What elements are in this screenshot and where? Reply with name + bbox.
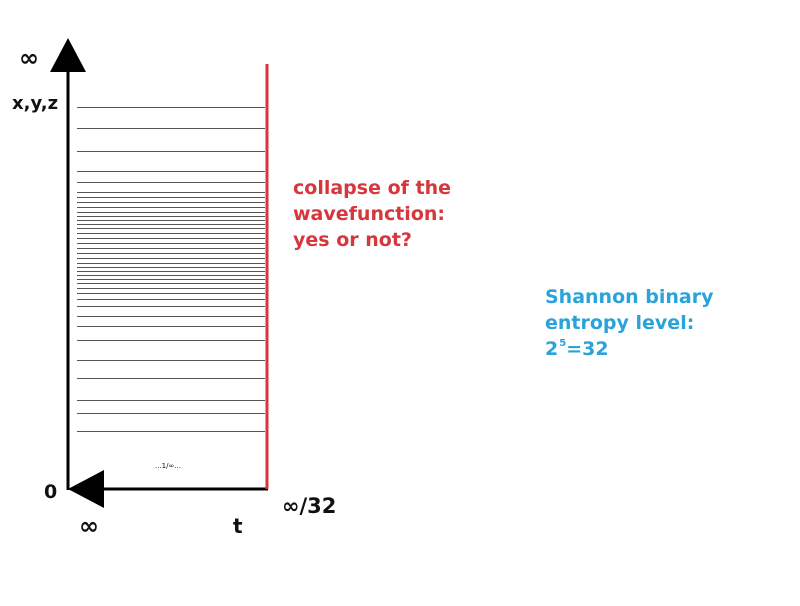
collapse-text-line-2: wavefunction: (293, 203, 445, 225)
inner-note-label: ...1/∞... (155, 462, 181, 470)
collapse-text-line-3: yes or not? (293, 229, 412, 251)
infinity-over-32-label: ∞/32 (282, 494, 337, 518)
entropy-base: 2 (545, 338, 559, 360)
entropy-result: =32 (566, 338, 609, 360)
arrow-up-icon (50, 38, 86, 72)
arrow-left-icon (68, 470, 104, 508)
collapse-question-text: collapse of the wavefunction: yes or not… (293, 175, 451, 253)
entropy-text-line-2: entropy level: (545, 312, 695, 334)
entropy-text-line-3: 25=32 (545, 336, 714, 366)
entropy-text-line-1: Shannon binary (545, 286, 714, 308)
collapse-text-line-1: collapse of the (293, 177, 452, 199)
level-lines-group (77, 107, 265, 432)
infinity-bottom-label: ∞ (79, 512, 99, 540)
infinity-top-label: ∞ (19, 44, 39, 72)
t-axis-label: t (233, 514, 243, 538)
xyz-axis-label: x,y,z (12, 93, 59, 114)
entropy-level-text: Shannon binary entropy level: 25=32 (545, 284, 714, 366)
entropy-exponent: 5 (559, 338, 567, 349)
origin-zero-label: 0 (44, 481, 58, 503)
